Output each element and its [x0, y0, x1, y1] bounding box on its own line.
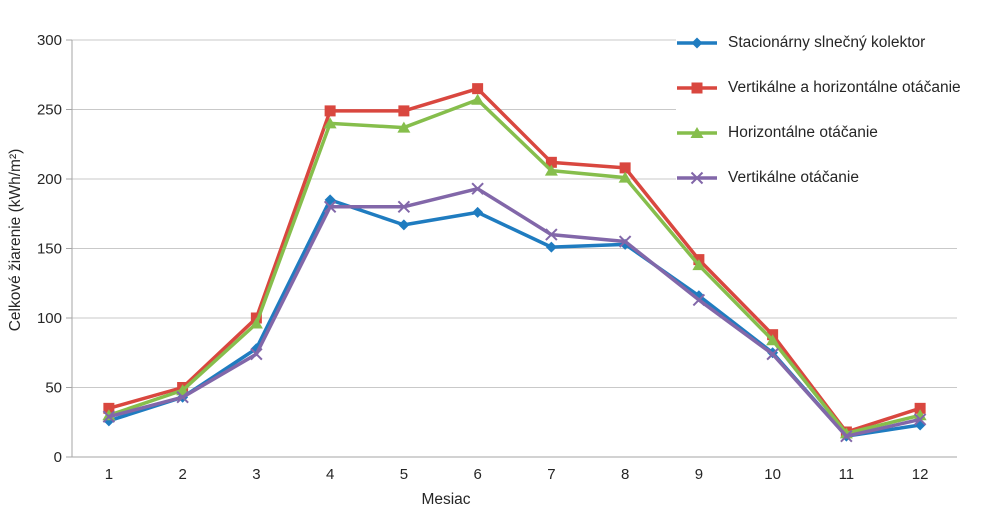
x-tick-label: 12 — [912, 466, 929, 483]
x-series-marker-icon — [676, 170, 718, 186]
y-tick-label: 250 — [37, 102, 62, 119]
x-tick-label: 11 — [839, 466, 855, 483]
legend-label: Stacionárny slnečný kolektor — [728, 33, 926, 51]
x-tick-label: 5 — [400, 466, 408, 483]
y-tick-label: 0 — [54, 449, 62, 466]
legend: Stacionárny slnečný kolektor Vertikálne … — [676, 20, 1000, 200]
triangle-series-marker-icon — [676, 125, 718, 141]
series-line — [108, 98, 921, 436]
x-tick-label: 4 — [326, 466, 334, 483]
x-tick-label: 2 — [178, 466, 186, 483]
legend-item-vertical: Vertikálne otáčanie — [676, 155, 1000, 200]
y-tick-label: 150 — [37, 241, 62, 258]
x-tick-label: 10 — [764, 466, 781, 483]
square-series-marker-icon — [676, 80, 718, 96]
legend-item-stationary: Stacionárny slnečný kolektor — [676, 20, 1000, 65]
y-tick-label: 200 — [37, 171, 62, 188]
y-tick-label: 100 — [37, 310, 62, 327]
x-tick-label: 9 — [695, 466, 703, 483]
x-tick-label: 3 — [252, 466, 260, 483]
legend-item-horizontal: Horizontálne otáčanie — [676, 110, 1000, 155]
legend-label: Vertikálne a horizontálne otáčanie — [728, 78, 961, 96]
legend-label: Horizontálne otáčanie — [728, 123, 878, 141]
x-tick-label: 8 — [621, 466, 629, 483]
diamond-series-marker-icon — [676, 35, 718, 51]
legend-label: Vertikálne otáčanie — [728, 168, 859, 186]
series-3 — [102, 182, 927, 443]
x-axis-title: Mesiac — [421, 491, 471, 508]
x-tick-label: 6 — [473, 466, 481, 483]
series-line — [108, 86, 921, 434]
x-tick-label: 7 — [547, 466, 555, 483]
y-tick-label: 50 — [45, 380, 62, 397]
y-axis-title: Celkové žiarenie (kWh/m²) — [7, 148, 24, 332]
legend-item-vertical-horizontal: Vertikálne a horizontálne otáčanie — [676, 65, 1000, 110]
y-tick-label: 300 — [37, 32, 62, 49]
series-line — [108, 186, 921, 438]
x-tick-label: 1 — [105, 466, 113, 483]
